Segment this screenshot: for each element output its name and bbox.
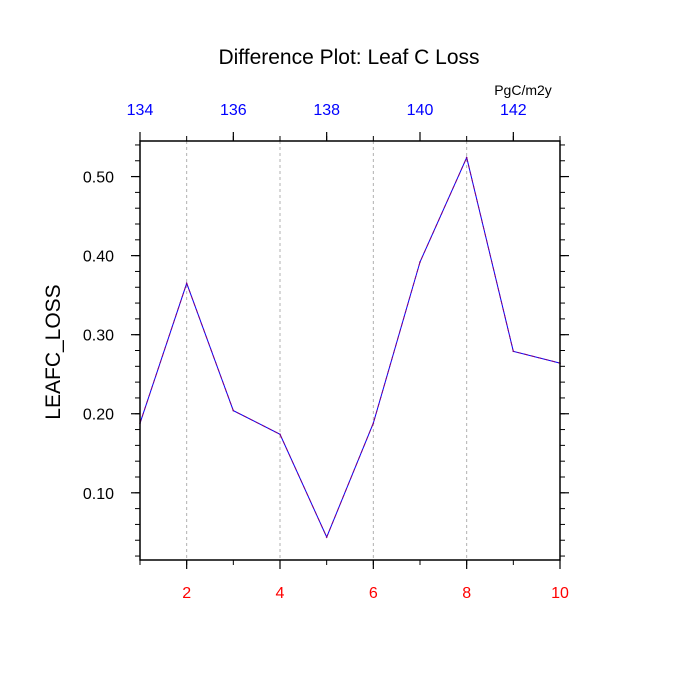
x-tick-label: 10: [551, 585, 569, 602]
major-ticks: [131, 132, 569, 569]
x-tick-label: 4: [276, 585, 285, 602]
data-point: [232, 409, 235, 412]
grid-lines: [186, 141, 468, 560]
y-tick-label: 0.10: [83, 486, 114, 503]
y-tick-label: 0.50: [83, 170, 114, 187]
series-line-base: [139, 156, 561, 539]
chart-title: Difference Plot: Leaf C Loss: [218, 46, 479, 69]
plot-frame: [139, 140, 561, 561]
data-point: [419, 261, 421, 263]
x-tick-label: 6: [369, 585, 378, 602]
y-axis-label: LEAFC_LOSS: [42, 284, 65, 419]
top-tick-label: 136: [220, 102, 247, 119]
data-point: [325, 536, 328, 538]
top-tick-label: 140: [407, 102, 434, 119]
top-tick-label: 142: [500, 102, 527, 119]
tick-labels: 2 4 6 8 10 134 136 138 140 142 0.10 0.20 0.30 0.40 0.5…: [83, 102, 569, 602]
x-tick-label: 8: [462, 585, 471, 602]
data-point: [512, 350, 515, 353]
y-tick-label: 0.30: [83, 328, 114, 345]
series-line: [139, 156, 561, 539]
data-point: [372, 422, 375, 425]
data-point: [465, 156, 468, 159]
top-tick-label: 134: [127, 102, 154, 119]
y-tick-label: 0.40: [83, 249, 114, 266]
minor-ticks: [135, 136, 565, 565]
y-tick-label: 0.20: [83, 407, 114, 424]
data-point: [185, 282, 188, 285]
data-point: [279, 433, 281, 436]
units-label: PgC/m2y: [494, 82, 552, 98]
series-line: [139, 156, 561, 539]
top-tick-label: 138: [313, 102, 340, 119]
x-tick-label: 2: [182, 585, 191, 602]
